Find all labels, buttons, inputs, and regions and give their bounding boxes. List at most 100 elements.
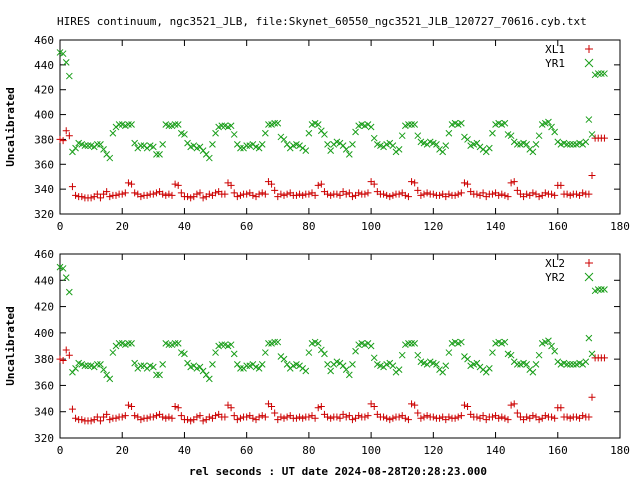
- data-point: [258, 189, 266, 197]
- data-point: [205, 413, 213, 421]
- data-point: [118, 190, 126, 198]
- data-point: [579, 412, 587, 420]
- data-point: [96, 194, 104, 202]
- x-tick-label: 60: [240, 220, 253, 233]
- data-point: [442, 362, 450, 370]
- data-point: [513, 361, 521, 368]
- data-point: [199, 417, 207, 425]
- data-point: [236, 191, 244, 199]
- data-point: [327, 414, 335, 422]
- data-point: [81, 142, 89, 149]
- data-point: [227, 181, 235, 189]
- data-point: [551, 347, 559, 355]
- data-point: [171, 180, 179, 188]
- data-point: [535, 416, 543, 424]
- series-YR1: [56, 49, 608, 162]
- data-point: [177, 412, 185, 420]
- legend-label: XL2: [545, 257, 565, 270]
- data-point: [212, 189, 220, 197]
- data-point: [457, 412, 465, 420]
- data-point: [395, 366, 403, 374]
- data-point: [121, 189, 129, 197]
- data-point: [124, 401, 132, 409]
- data-point: [504, 193, 512, 201]
- data-point: [171, 340, 179, 347]
- data-point: [230, 350, 238, 358]
- data-point: [551, 191, 559, 199]
- data-point: [230, 189, 238, 197]
- data-point: [513, 409, 521, 417]
- data-point: [464, 355, 471, 363]
- data-point: [566, 361, 574, 368]
- data-point: [352, 347, 359, 355]
- data-point: [274, 338, 282, 346]
- data-point: [398, 351, 406, 359]
- y-axis-label: Uncalibrated: [4, 87, 17, 166]
- data-point: [501, 338, 509, 346]
- data-point: [299, 414, 307, 422]
- data-point: [149, 143, 157, 151]
- data-point: [324, 141, 331, 148]
- data-point: [457, 189, 465, 197]
- data-point: [243, 190, 251, 198]
- data-point: [237, 144, 244, 152]
- data-point: [367, 342, 375, 350]
- data-point: [112, 191, 120, 199]
- data-point: [389, 191, 397, 199]
- data-point: [209, 361, 216, 368]
- data-point: [258, 412, 266, 420]
- data-point: [327, 367, 335, 375]
- y-tick-label: 320: [34, 208, 54, 221]
- data-point: [280, 191, 288, 199]
- data-point: [383, 414, 391, 422]
- data-point: [227, 122, 235, 130]
- data-point: [168, 191, 176, 199]
- data-point: [433, 361, 440, 368]
- x-axis-label: rel seconds : UT date 2024-08-28T20:28:2…: [189, 465, 487, 478]
- data-point: [227, 404, 235, 412]
- data-point: [464, 402, 472, 410]
- data-point: [159, 413, 167, 421]
- data-point: [569, 361, 577, 368]
- data-point: [314, 404, 322, 412]
- y-tick-label: 340: [34, 406, 54, 419]
- data-point: [510, 178, 518, 186]
- data-point: [265, 340, 272, 347]
- data-point: [370, 402, 378, 410]
- legend-marker: [584, 272, 594, 282]
- data-point: [501, 119, 509, 127]
- data-point: [445, 413, 453, 421]
- data-point: [181, 350, 188, 358]
- data-point: [495, 414, 503, 422]
- data-point: [255, 190, 263, 198]
- data-point: [292, 191, 300, 199]
- data-point: [230, 412, 238, 420]
- data-point: [557, 404, 565, 412]
- series-YR2: [56, 263, 608, 383]
- data-point: [115, 121, 123, 128]
- data-point: [149, 190, 157, 198]
- data-point: [380, 413, 388, 421]
- data-point: [209, 141, 216, 148]
- data-point: [292, 414, 300, 422]
- data-point: [271, 119, 279, 127]
- data-point: [296, 190, 304, 198]
- data-point: [370, 354, 378, 362]
- data-point: [389, 414, 397, 422]
- data-point: [271, 338, 279, 346]
- data-point: [321, 350, 328, 358]
- data-point: [336, 191, 344, 199]
- data-point: [196, 189, 204, 197]
- data-point: [280, 414, 288, 422]
- data-point: [563, 413, 571, 421]
- data-point: [174, 121, 182, 128]
- data-point: [545, 337, 552, 345]
- data-point: [414, 409, 422, 417]
- data-point: [597, 286, 605, 293]
- y-tick-label: 420: [34, 301, 54, 314]
- data-point: [96, 417, 104, 425]
- data-point: [507, 132, 515, 140]
- data-point: [109, 129, 117, 137]
- data-point: [361, 413, 369, 421]
- data-point: [324, 190, 332, 198]
